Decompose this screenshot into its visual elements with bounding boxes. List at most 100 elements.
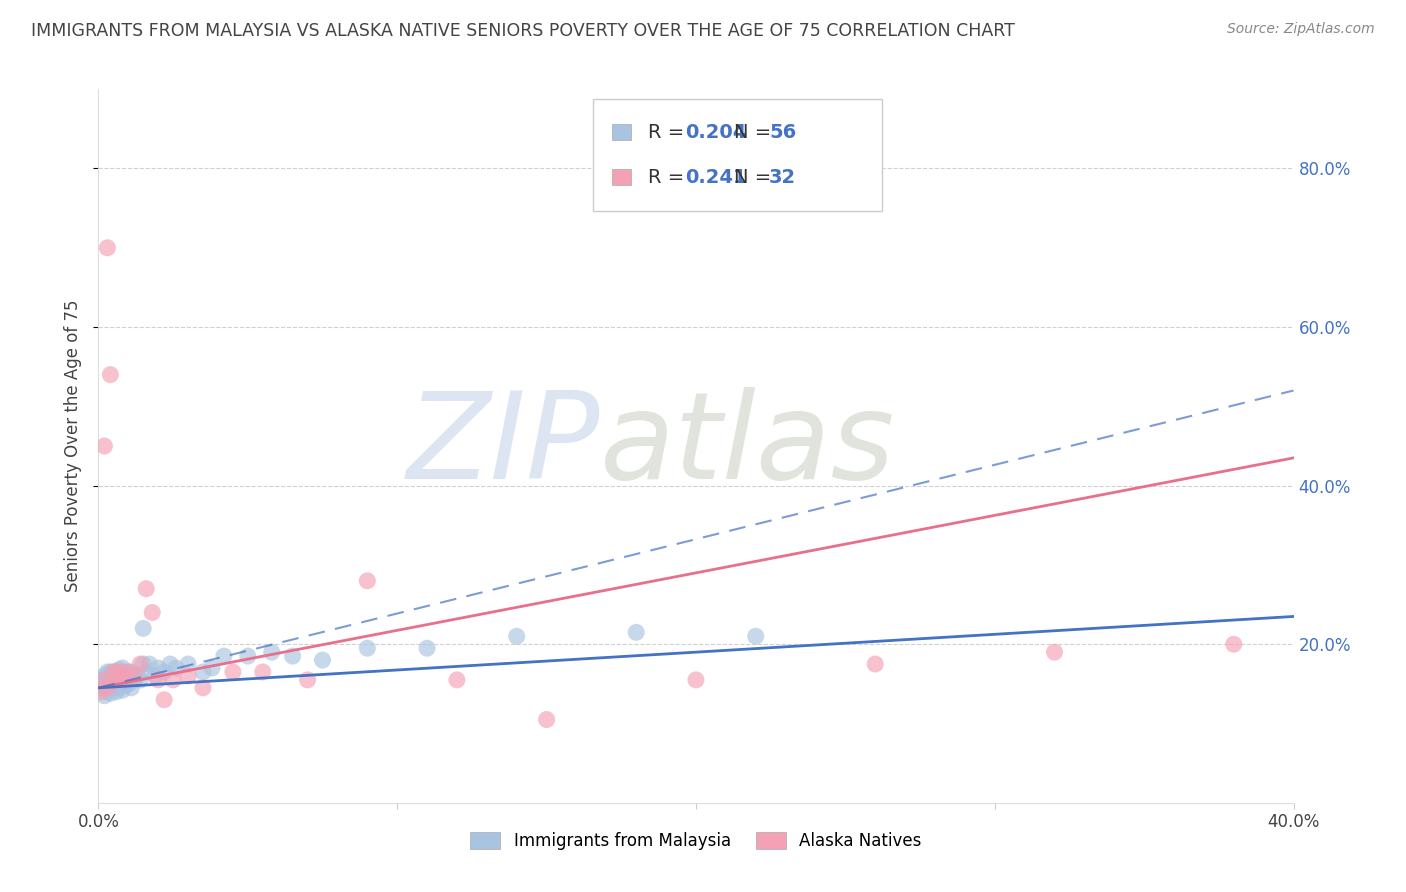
Point — [111, 665, 134, 679]
Point — [153, 692, 176, 706]
Point — [111, 673, 134, 687]
Point — [745, 629, 768, 643]
Text: ZIP: ZIP — [406, 387, 600, 505]
Point — [98, 665, 122, 679]
Point — [356, 641, 378, 656]
Text: 0.204: 0.204 — [685, 123, 747, 142]
Point — [281, 649, 304, 664]
Point — [114, 673, 136, 687]
Point — [105, 677, 128, 691]
Point — [141, 606, 163, 620]
Point — [105, 685, 128, 699]
Point — [446, 673, 468, 687]
Point — [191, 681, 214, 695]
Point — [626, 625, 648, 640]
Point — [127, 669, 149, 683]
Point — [105, 665, 128, 679]
Point — [111, 661, 134, 675]
Text: atlas: atlas — [600, 387, 896, 505]
Point — [93, 689, 115, 703]
Point — [212, 649, 235, 664]
Point — [120, 665, 142, 679]
Point — [98, 686, 122, 700]
Point — [191, 665, 214, 679]
Text: 56: 56 — [769, 123, 796, 142]
Point — [311, 653, 333, 667]
Point — [105, 665, 128, 679]
Point — [96, 673, 118, 687]
Point — [252, 665, 274, 679]
Point — [129, 657, 152, 671]
Point — [93, 677, 115, 691]
Point — [114, 669, 136, 683]
Point — [135, 582, 157, 596]
Text: 0.241: 0.241 — [685, 168, 747, 186]
Point — [165, 661, 187, 675]
Point — [536, 713, 558, 727]
Point — [93, 439, 115, 453]
Point — [685, 673, 707, 687]
Point — [177, 669, 200, 683]
Point — [132, 657, 155, 671]
Point — [865, 657, 887, 671]
Point — [162, 673, 184, 687]
Point — [93, 673, 115, 687]
Legend: Immigrants from Malaysia, Alaska Natives: Immigrants from Malaysia, Alaska Natives — [463, 824, 929, 859]
Point — [108, 681, 131, 695]
Text: N =: N = — [734, 168, 778, 186]
Point — [98, 368, 122, 382]
Point — [1223, 637, 1246, 651]
Point — [124, 673, 146, 687]
Point — [177, 657, 200, 671]
Point — [222, 665, 245, 679]
Point — [356, 574, 378, 588]
Point — [96, 681, 118, 695]
Point — [96, 685, 118, 699]
Point — [98, 677, 122, 691]
Text: R =: R = — [648, 168, 690, 186]
Point — [98, 673, 122, 687]
Point — [108, 663, 131, 677]
Point — [201, 661, 224, 675]
Point — [148, 661, 170, 675]
Point — [103, 681, 125, 695]
Point — [103, 665, 125, 679]
Point — [506, 629, 529, 643]
Text: IMMIGRANTS FROM MALAYSIA VS ALASKA NATIVE SENIORS POVERTY OVER THE AGE OF 75 COR: IMMIGRANTS FROM MALAYSIA VS ALASKA NATIV… — [31, 22, 1015, 40]
Point — [1043, 645, 1066, 659]
Point — [103, 665, 125, 679]
Point — [135, 665, 157, 679]
Text: 32: 32 — [769, 168, 796, 186]
Point — [132, 621, 155, 635]
Point — [159, 657, 181, 671]
Point — [297, 673, 319, 687]
Point — [93, 669, 115, 683]
Point — [90, 685, 112, 699]
Point — [117, 665, 139, 679]
Point — [143, 669, 166, 683]
Point — [96, 241, 118, 255]
Point — [260, 645, 283, 659]
Point — [236, 649, 259, 664]
Text: R =: R = — [648, 123, 690, 142]
Point — [129, 673, 152, 687]
Point — [114, 678, 136, 692]
Y-axis label: Seniors Poverty Over the Age of 75: Seniors Poverty Over the Age of 75 — [65, 300, 83, 592]
Point — [90, 681, 112, 695]
Text: Source: ZipAtlas.com: Source: ZipAtlas.com — [1227, 22, 1375, 37]
Point — [124, 669, 146, 683]
Point — [103, 673, 125, 687]
Point — [98, 678, 122, 692]
Point — [117, 677, 139, 691]
Point — [153, 665, 176, 679]
Point — [138, 657, 160, 671]
Point — [96, 665, 118, 679]
Point — [148, 673, 170, 687]
Point — [120, 681, 142, 695]
Point — [111, 683, 134, 698]
Point — [90, 673, 112, 687]
Point — [108, 673, 131, 687]
Point — [96, 678, 118, 692]
Point — [416, 641, 439, 656]
Text: N =: N = — [734, 123, 778, 142]
